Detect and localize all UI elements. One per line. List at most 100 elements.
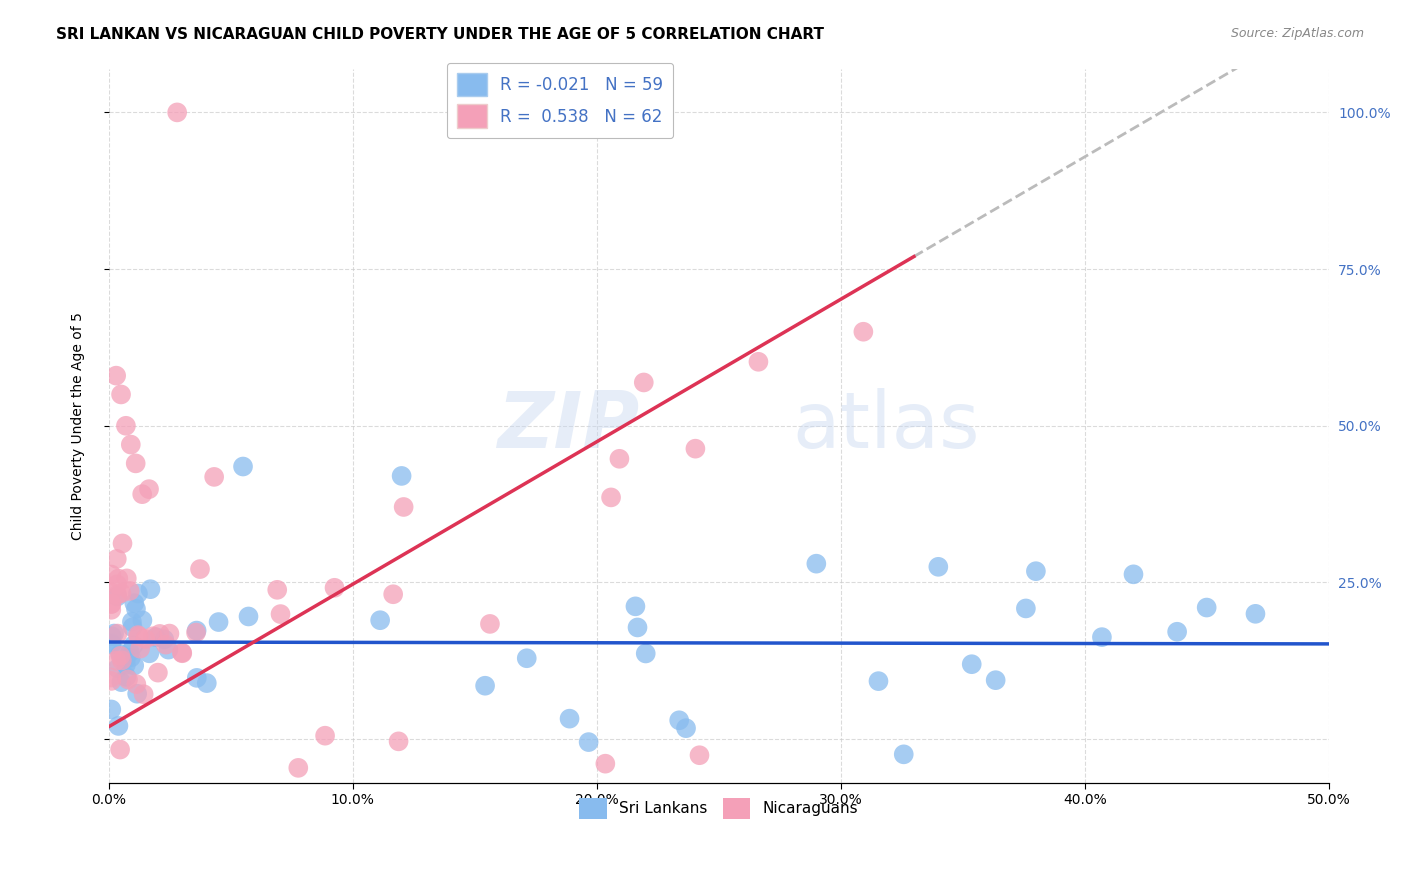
Point: [100, 585, 122, 599]
Point: [675, 721, 697, 735]
Point: [110, 647, 132, 661]
Point: [392, 500, 415, 514]
Point: [578, 735, 600, 749]
Point: [115, 418, 138, 433]
Point: [153, 632, 176, 647]
Point: [129, 641, 152, 656]
Point: [100, 671, 122, 685]
Point: [115, 571, 138, 585]
Point: [188, 562, 211, 576]
Point: [893, 747, 915, 762]
Point: [960, 657, 983, 672]
Point: [170, 646, 193, 660]
Point: [100, 636, 122, 650]
Point: [633, 376, 655, 390]
Point: [287, 761, 309, 775]
Point: [927, 559, 949, 574]
Point: [474, 679, 496, 693]
Point: [1244, 607, 1267, 621]
Point: [117, 673, 139, 687]
Point: [107, 661, 129, 675]
Point: [387, 734, 409, 748]
Point: [100, 567, 122, 582]
Point: [806, 557, 828, 571]
Point: [1025, 564, 1047, 578]
Point: [266, 582, 288, 597]
Point: [111, 653, 134, 667]
Point: [115, 670, 138, 684]
Point: [155, 638, 177, 652]
Point: [232, 459, 254, 474]
Point: [118, 583, 141, 598]
Y-axis label: Child Poverty Under the Age of 5: Child Poverty Under the Age of 5: [72, 312, 86, 540]
Point: [114, 651, 136, 665]
Point: [270, 607, 292, 621]
Point: [127, 628, 149, 642]
Point: [186, 624, 208, 638]
Point: [105, 654, 128, 668]
Point: [172, 646, 194, 660]
Text: atlas: atlas: [792, 388, 980, 464]
Point: [186, 671, 208, 685]
Point: [107, 626, 129, 640]
Point: [852, 325, 875, 339]
Point: [115, 657, 138, 672]
Point: [624, 599, 647, 614]
Text: Source: ZipAtlas.com: Source: ZipAtlas.com: [1230, 27, 1364, 40]
Point: [558, 712, 581, 726]
Point: [127, 586, 149, 600]
Point: [122, 638, 145, 652]
Point: [685, 442, 707, 456]
Point: [1015, 601, 1038, 615]
Point: [516, 651, 538, 665]
Point: [1122, 567, 1144, 582]
Point: [100, 638, 122, 652]
Point: [159, 626, 181, 640]
Point: [149, 627, 172, 641]
Point: [107, 719, 129, 733]
Point: [1166, 624, 1188, 639]
Point: [105, 577, 128, 591]
Point: [609, 451, 631, 466]
Point: [157, 642, 180, 657]
Text: SRI LANKAN VS NICARAGUAN CHILD POVERTY UNDER THE AGE OF 5 CORRELATION CHART: SRI LANKAN VS NICARAGUAN CHILD POVERTY U…: [56, 27, 824, 42]
Point: [138, 482, 160, 496]
Point: [100, 702, 122, 716]
Text: ZIP: ZIP: [498, 388, 640, 464]
Point: [145, 630, 167, 644]
Point: [626, 620, 648, 634]
Point: [128, 629, 150, 643]
Point: [146, 665, 169, 680]
Point: [132, 687, 155, 701]
Point: [124, 596, 146, 610]
Point: [120, 650, 142, 665]
Point: [100, 603, 122, 617]
Point: [595, 756, 617, 771]
Point: [634, 647, 657, 661]
Point: [207, 615, 229, 629]
Point: [127, 687, 149, 701]
Point: [668, 713, 690, 727]
Point: [195, 676, 218, 690]
Point: [120, 437, 142, 451]
Point: [142, 629, 165, 643]
Point: [125, 456, 148, 470]
Point: [118, 645, 141, 659]
Point: [121, 620, 143, 634]
Point: [105, 552, 128, 566]
Point: [131, 613, 153, 627]
Point: [125, 602, 148, 616]
Point: [131, 487, 153, 501]
Point: [105, 588, 128, 602]
Legend: Sri Lankans, Nicaraguans: Sri Lankans, Nicaraguans: [574, 791, 865, 825]
Point: [747, 355, 769, 369]
Point: [368, 613, 391, 627]
Point: [110, 675, 132, 690]
Point: [100, 629, 122, 643]
Point: [121, 615, 143, 629]
Point: [1091, 630, 1114, 644]
Point: [103, 626, 125, 640]
Point: [1195, 600, 1218, 615]
Point: [868, 674, 890, 689]
Point: [166, 105, 188, 120]
